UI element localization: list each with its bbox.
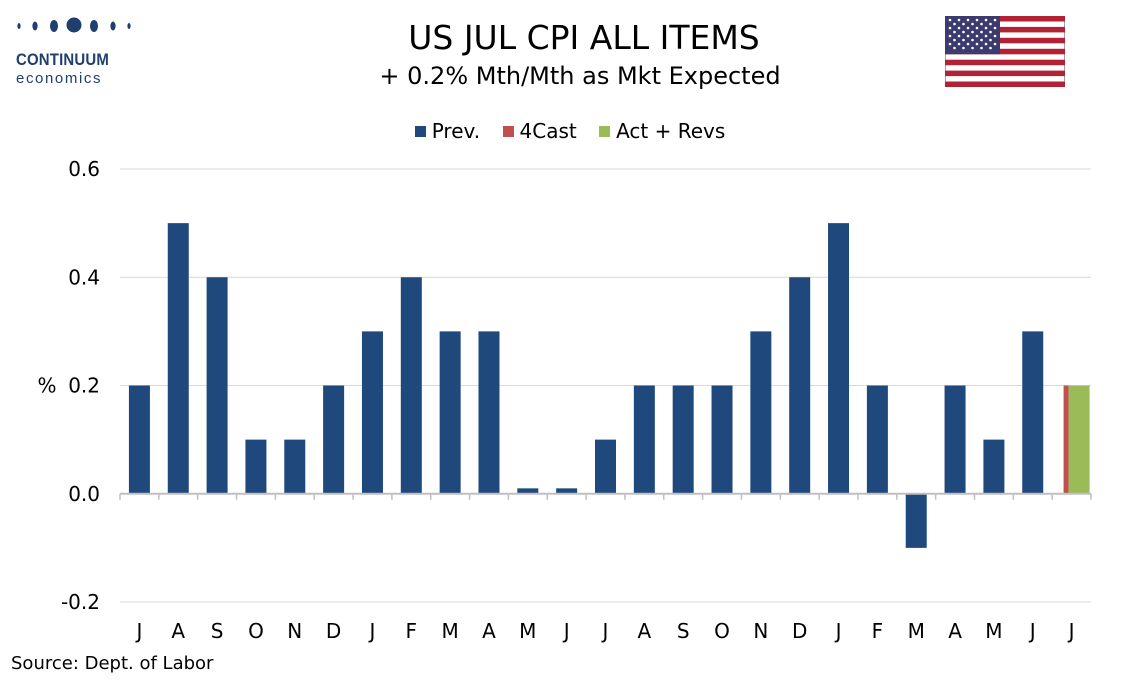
x-tick-label: D [792,619,807,643]
logo-dots-icon [17,17,131,33]
y-axis-label: % [37,374,56,398]
bar-prev-22 [983,439,1005,494]
x-tick-label: J [368,619,376,643]
chart-subtitle: + 0.2% Mth/Mth as Mkt Expected [379,62,781,90]
source-note: Source: Dept. of Labor [11,653,214,674]
x-tick-label: J [601,619,609,643]
tick-labels: 0.60.40.20.0-0.2%J A S O N D J F M A M J J A S O N D J F M A M… [37,157,1074,643]
legend-label-prev: Prev. [431,119,481,143]
bar-prev-19 [866,385,888,494]
bar-prev-10 [517,488,539,494]
gridlines [120,168,1091,603]
y-tick-label: 0.2 [68,374,100,398]
bar-prev-14 [672,385,694,494]
x-tick-label: S [211,619,224,643]
x-tick-label: N [753,619,768,643]
x-tick-label: J [562,619,570,643]
x-tick-label: D [326,619,341,643]
bar-prev-20 [905,493,927,548]
x-tick-label: J [834,619,842,643]
x-tick-label: S [677,619,690,643]
logo-wordmark-line1: CONTINUUM [16,50,110,69]
x-tick-label: J [1028,619,1036,643]
x-tick-label: J [1067,619,1075,643]
bar-prev-13 [633,385,655,494]
x-tick-label: N [287,619,302,643]
legend-swatch-prev [414,126,426,137]
bar-prev-12 [595,439,616,494]
x-tick-label: J [134,619,142,643]
chart-legend: Prev. 4Cast Act + Revs [0,118,1134,144]
bar-prev-18 [828,223,850,494]
bar-actual-24 [1068,385,1090,494]
bar-prev-16 [750,331,772,494]
legend-swatch-actual [599,126,611,137]
bar-prev-1 [167,223,189,494]
y-tick-label: 0.6 [68,157,100,181]
y-tick-label: -0.2 [61,590,100,614]
legend-item-forecast: 4Cast [502,118,577,144]
legend-swatch-forecast [502,126,514,137]
bar-prev-7 [400,277,422,494]
bar-prev-15 [711,385,733,494]
bar-prev-5 [323,385,345,494]
continuum-economics-logo: CONTINUUM economics [12,14,142,87]
x-tick-label: A [948,619,962,643]
x-tick-label: F [406,619,418,643]
x-tick-label: M [908,619,925,643]
x-tick-label: A [482,619,496,643]
bar-prev-3 [245,439,267,494]
bar-prev-0 [128,385,150,494]
chart-title: US JUL CPI ALL ITEMS [408,18,760,57]
legend-item-actual: Act + Revs [599,118,725,144]
bar-prev-23 [1022,331,1044,494]
logo-wordmark-line2: economics [16,70,103,87]
bar-prev-21 [944,385,966,494]
x-tick-label: F [872,619,884,643]
legend-label-forecast: 4Cast [519,119,577,143]
x-tick-label: A [637,619,651,643]
bar-prev-9 [478,331,500,494]
y-tick-label: 0.0 [68,482,100,506]
bar-prev-4 [284,439,306,494]
bar-prev-11 [556,488,578,494]
legend-label-actual: Act + Revs [616,119,726,143]
bar-forecast-24 [1063,385,1069,494]
bar-prev-2 [206,277,228,494]
bar-chart: 0.60.40.20.0-0.2%J A S O N D J F M A M J J A S O N D J F M A M… [37,157,1092,643]
bar-prev-6 [361,331,383,494]
x-tick-label: M [985,619,1002,643]
y-tick-label: 0.4 [68,265,100,289]
x-tick-label: M [519,619,536,643]
x-tick-label: A [171,619,185,643]
legend-item-prev: Prev. [414,118,481,144]
us-flag-icon [945,16,1065,87]
bars [128,223,1090,548]
bar-prev-17 [789,277,811,494]
x-tick-label: O [248,619,264,643]
x-tick-label: M [442,619,459,643]
x-tick-label: O [714,619,730,643]
bar-prev-8 [439,331,461,494]
axes [119,492,1092,500]
